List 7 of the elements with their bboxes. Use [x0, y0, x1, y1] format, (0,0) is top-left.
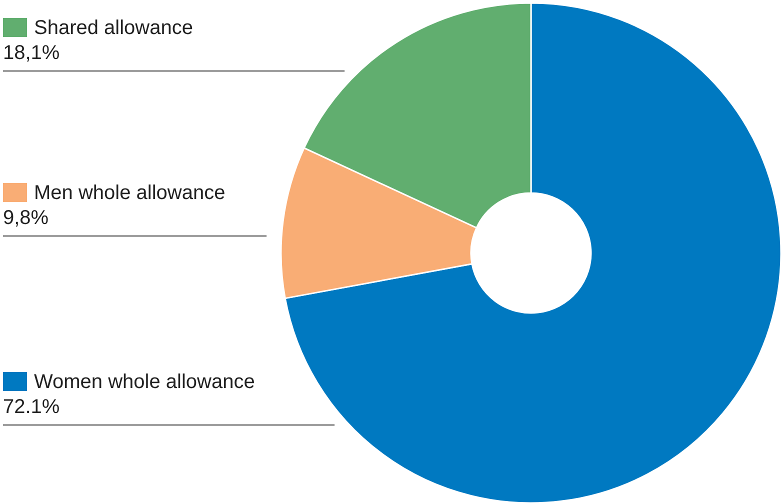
- legend-label: Men whole allowance: [34, 182, 226, 204]
- donut-slice: [284, 2, 781, 504]
- data-label: 9,8%: [3, 207, 49, 229]
- data-label: 18,1%: [3, 42, 60, 64]
- legend-label: Women whole allowance: [34, 371, 255, 393]
- data-label: 72.1%: [3, 396, 60, 418]
- legend-label: Shared allowance: [34, 17, 193, 39]
